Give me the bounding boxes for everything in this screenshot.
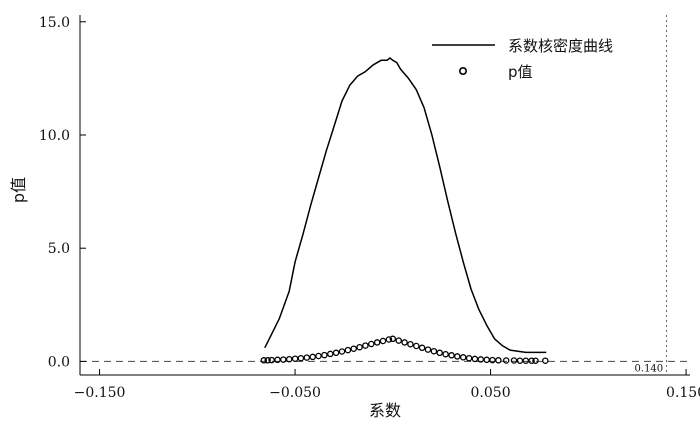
p-value-point bbox=[338, 348, 346, 355]
p-value-point bbox=[542, 357, 549, 364]
x-tick-label: 0.150 bbox=[666, 385, 700, 401]
p-value-point bbox=[430, 347, 438, 355]
p-value-point bbox=[315, 352, 322, 360]
p-value-point bbox=[495, 357, 502, 364]
p-value-point bbox=[350, 345, 357, 352]
legend-label-pvalue: p值 bbox=[508, 63, 533, 81]
p-value-point bbox=[368, 340, 375, 348]
p-value-point bbox=[321, 351, 328, 359]
p-value-point bbox=[268, 356, 275, 364]
p-value-point bbox=[502, 357, 510, 364]
p-value-point bbox=[465, 354, 473, 362]
density-curve bbox=[264, 57, 547, 354]
p-value-point bbox=[356, 343, 363, 351]
p-value-point bbox=[303, 354, 311, 361]
x-ticks: −0.150 −0.050 0.050 0.150 bbox=[74, 369, 700, 401]
x-tick-label: −0.150 bbox=[74, 385, 126, 401]
p-value-point bbox=[362, 342, 369, 349]
p-value-point bbox=[291, 355, 299, 362]
y-tick-label: 0.0 bbox=[48, 354, 70, 370]
y-tick-label: 15.0 bbox=[39, 15, 70, 31]
p-value-point bbox=[344, 346, 352, 354]
y-ticks: 0.0 5.0 10.0 15.0 bbox=[39, 15, 86, 370]
p-value-point bbox=[436, 349, 443, 357]
reference-lines: 0.140 bbox=[80, 15, 690, 375]
p-value-point bbox=[442, 350, 449, 358]
legend-swatch-circle bbox=[458, 67, 467, 76]
p-value-point bbox=[407, 340, 414, 348]
p-value-point bbox=[264, 357, 271, 364]
p-value-point bbox=[332, 349, 340, 357]
p-value-point bbox=[280, 356, 287, 363]
p-value-point bbox=[459, 354, 467, 361]
p-value-point bbox=[448, 352, 455, 359]
p-value-point bbox=[413, 342, 420, 350]
y-axis-title: p值 bbox=[9, 177, 28, 203]
p-value-point bbox=[385, 336, 393, 343]
vertical-reference-label: 0.140 bbox=[635, 363, 664, 374]
p-value-point bbox=[401, 339, 408, 346]
p-value-point bbox=[528, 357, 535, 364]
p-value-point bbox=[379, 337, 387, 345]
p-value-point bbox=[424, 346, 432, 353]
legend-label-density: 系数核密度曲线 bbox=[508, 37, 613, 55]
p-value-point bbox=[260, 357, 268, 364]
p-value-point bbox=[489, 356, 496, 364]
p-value-point bbox=[532, 357, 539, 364]
y-tick-label: 10.0 bbox=[39, 128, 70, 144]
p-value-point bbox=[285, 355, 293, 363]
y-tick-label: 5.0 bbox=[48, 241, 70, 257]
p-value-point bbox=[327, 350, 334, 358]
x-axis-title: 系数 bbox=[369, 401, 401, 420]
p-value-point bbox=[483, 356, 490, 364]
x-tick-label: −0.050 bbox=[269, 385, 321, 401]
p-value-point bbox=[522, 357, 530, 364]
p-value-point bbox=[297, 354, 305, 362]
p-value-point bbox=[389, 335, 397, 343]
p-value-point bbox=[477, 356, 485, 363]
p-value-point bbox=[471, 355, 479, 363]
p-value-point bbox=[309, 353, 316, 361]
p-value-point bbox=[418, 344, 426, 352]
p-value-point bbox=[516, 357, 524, 364]
p-value-point bbox=[510, 357, 518, 364]
p-value-point bbox=[454, 353, 461, 360]
plot-area bbox=[260, 57, 549, 364]
axes bbox=[79, 15, 690, 376]
x-tick-label: 0.050 bbox=[471, 385, 511, 401]
p-value-point bbox=[395, 337, 402, 344]
legend: 系数核密度曲线 p值 bbox=[432, 37, 613, 81]
p-value-point bbox=[373, 339, 381, 346]
